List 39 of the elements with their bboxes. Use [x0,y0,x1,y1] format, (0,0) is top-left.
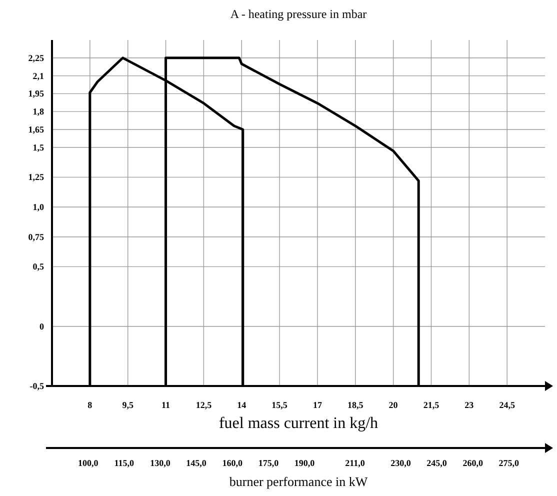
x-tick-label: 17 [312,400,322,410]
x2-tick-label: 190,0 [294,458,316,468]
y-tick-label: 2,1 [32,70,44,81]
y-tick-label: 0 [40,321,44,332]
y-tick-label: 1,95 [28,88,44,99]
y-tick-label: 1,65 [28,124,44,134]
x2-tick-label: 145,0 [186,458,207,468]
x2-tick-label: 230,0 [390,458,412,468]
x2-tick-label: 245,0 [426,458,448,468]
x-tick-label: 15,5 [272,400,288,410]
x2-tick-label: 160,0 [222,458,243,468]
x2-tick-label: 115,0 [114,458,135,468]
x2-tick-label: 260,0 [462,458,484,468]
y-tick-label: 1,8 [32,106,44,117]
y-tick-label: 2,25 [28,52,44,63]
y-tick-label: -0,5 [30,381,44,391]
y-tick-label: 0,75 [28,232,44,242]
x2-tick-label: 130,0 [150,458,171,468]
y-tick-label: 1,5 [32,142,44,152]
x-tick-label: 9,5 [122,400,134,410]
x-tick-label: 12,5 [196,400,212,410]
x-tick-label: 18,5 [348,400,364,410]
chart-title: A - heating pressure in mbar [230,7,367,21]
x-tick-label: 20 [388,400,398,410]
x-axis-title: fuel mass current in kg/h [218,415,378,432]
x2-tick-label: 211,0 [345,458,366,468]
x-tick-label: 24,5 [499,400,516,410]
x2-tick-label: 100,0 [78,458,99,468]
x-tick-label: 14 [237,400,247,410]
x2-tick-label: 275,0 [498,458,520,468]
x2-axis-title: burner performance in kW [229,474,368,489]
y-tick-label: 1,0 [32,202,44,212]
x-tick-label: 11 [162,400,171,410]
x-tick-label: 23 [464,400,474,410]
x2-tick-label: 175,0 [258,458,280,468]
y-tick-label: 1,25 [28,172,44,182]
y-tick-label: 0,5 [32,262,44,272]
x-tick-label: 8 [88,400,93,410]
x-tick-label: 21,5 [423,400,440,410]
